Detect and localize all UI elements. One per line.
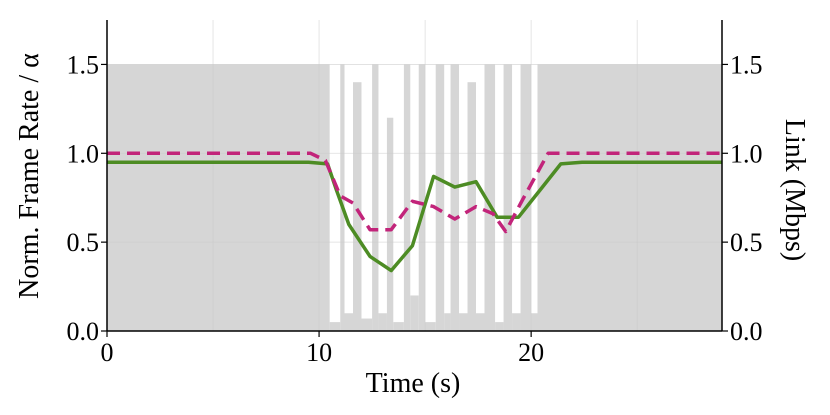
link-bandwidth-segment [393,322,404,331]
right-y-tick-label: 1.5 [730,50,763,79]
axes [101,20,728,337]
link-bandwidth-segment [459,313,468,331]
left-y-tick-label: 1.5 [67,50,100,79]
link-bandwidth-segment [403,64,411,331]
link-bandwidth-segment [476,313,485,331]
link-bandwidth-segment [372,64,379,331]
link-bandwidth-segment [344,313,353,331]
link-bandwidth-segment [319,64,330,331]
series-line-1 [107,151,722,234]
series-lines [107,151,722,273]
x-axis-title: Time (s) [366,368,461,399]
link-bandwidth-segment [435,64,445,331]
link-bandwidth-segment [537,64,722,331]
link-bandwidth-segment [531,313,538,331]
right-y-axis-title: Link (Mbps) [779,119,810,261]
link-bandwidth-segment [329,322,341,331]
link-bandwidth-segment [503,64,513,331]
link-bandwidth-segment [484,64,496,331]
link-bandwidth-segment [361,318,373,331]
x-tick-label: 10 [306,338,332,367]
link-bandwidth-segment [425,322,436,331]
left-y-axis-title: Norm. Frame Rate / α [14,53,45,299]
link-bandwidth-segment [353,82,362,331]
link-bandwidth-segment [450,64,460,331]
link-bandwidth-segment [467,82,476,331]
link-bandwidth-segment [520,64,532,331]
left-y-tick-label: 1.0 [67,139,100,168]
left-y-tick-label: 0.5 [67,228,100,257]
x-tick-label: 20 [518,338,544,367]
link-bandwidth-segment [495,322,504,331]
x-tick-label: 0 [101,338,114,367]
link-bandwidth-area [107,64,722,331]
link-bandwidth-segment [378,313,387,331]
right-y-tick-label: 1.0 [730,139,763,168]
left-y-tick-label: 0.0 [67,317,100,346]
right-y-tick-label: 0.5 [730,228,763,257]
link-bandwidth-segment [444,313,451,331]
link-bandwidth-segment [512,313,521,331]
link-bandwidth-segment [410,295,419,331]
link-bandwidth-segment [386,117,394,331]
tick-labels: 0 10 20 0.0 0.5 1.0 1.5 0.0 0.5 1.0 1.5 [67,50,763,367]
link-bandwidth-segment [418,64,426,331]
right-y-tick-label: 0.0 [730,317,763,346]
